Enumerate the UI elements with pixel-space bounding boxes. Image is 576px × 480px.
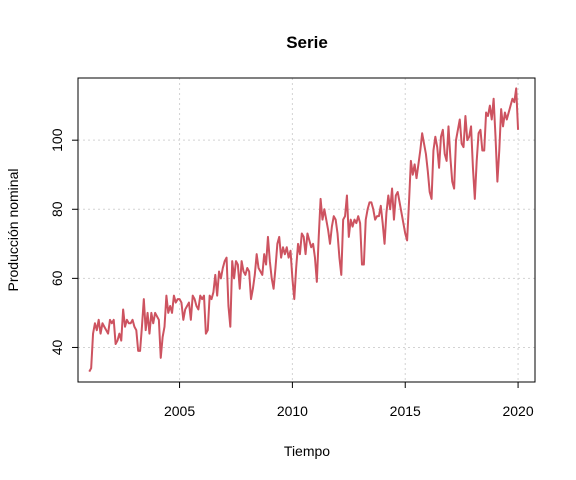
x-tick-label: 2005 <box>164 403 195 419</box>
y-tick-label: 60 <box>49 270 65 286</box>
y-tick-label: 100 <box>49 128 65 152</box>
x-axis: 2005 2010 2015 2020 <box>164 381 534 419</box>
series-layer <box>88 87 520 373</box>
x-tick-label: 2015 <box>390 403 421 419</box>
y-axis-label: Producción nominal <box>5 169 21 292</box>
y-tick-label: 80 <box>49 201 65 217</box>
y-tick-label: 40 <box>49 339 65 355</box>
y-axis: 40 60 80 100 <box>49 128 79 355</box>
chart-title: Serie <box>286 33 328 52</box>
x-axis-label: Tiempo <box>284 443 330 459</box>
x-tick-label: 2010 <box>277 403 308 419</box>
x-tick-label: 2020 <box>502 403 533 419</box>
series-line-1 <box>88 87 520 373</box>
